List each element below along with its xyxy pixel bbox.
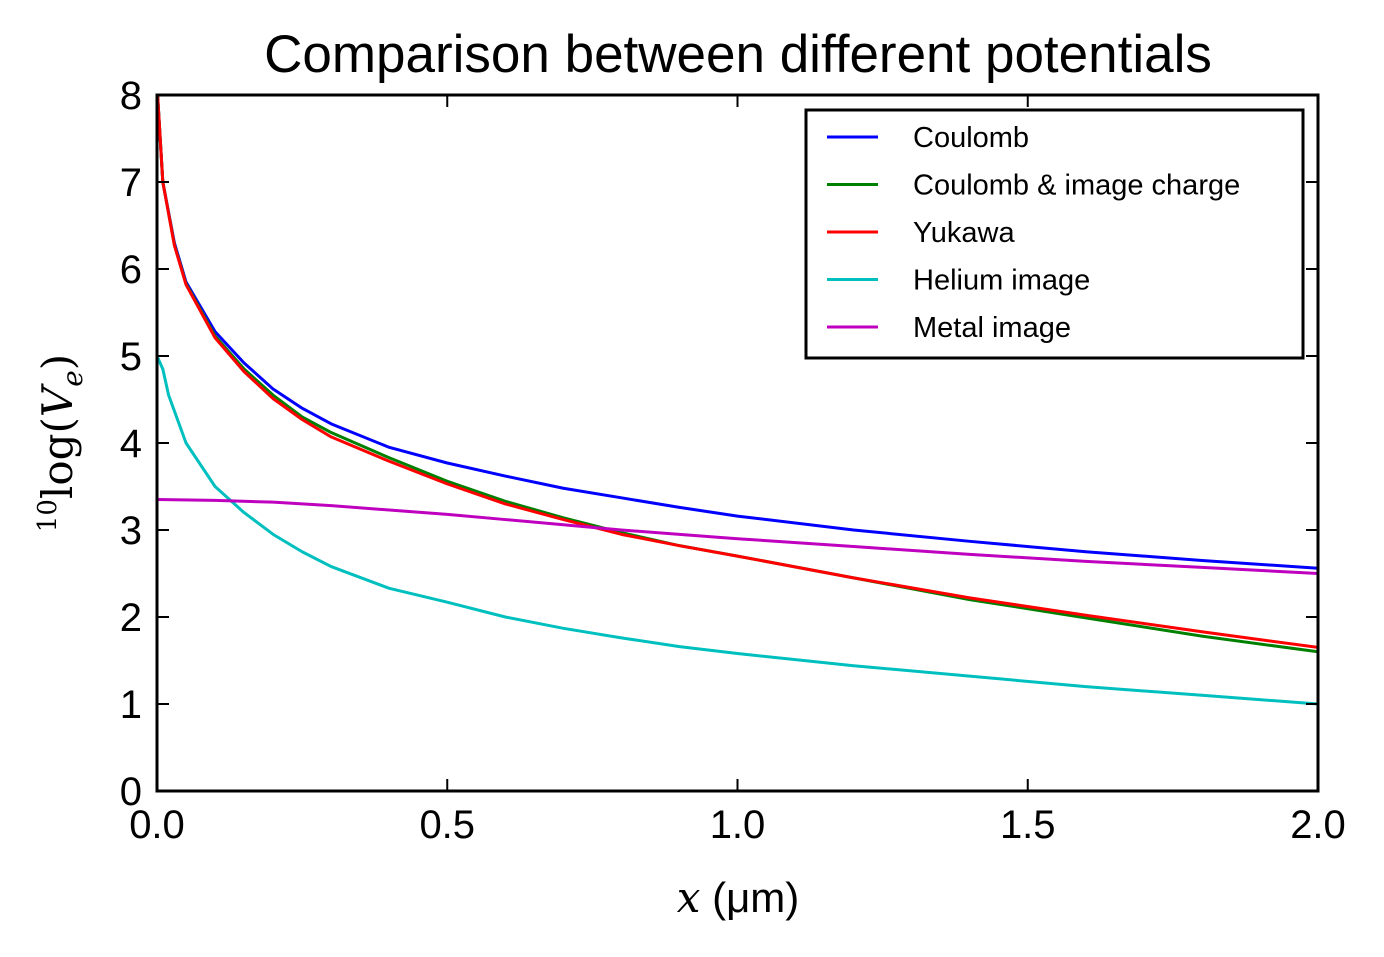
legend-label-coulomb: Coulomb	[913, 122, 1029, 154]
y-tick-label: 6	[120, 248, 142, 292]
x-tick-label: 0.0	[129, 803, 185, 847]
y-label-close: )	[33, 354, 82, 370]
x-axis-label-text: x	[677, 873, 701, 922]
legend-label-metal-image: Metal image	[913, 312, 1071, 344]
series-line-helium-image	[157, 354, 1318, 706]
series-layer	[157, 95, 1318, 706]
y-label-sub: e	[56, 370, 89, 387]
y-axis-label-text: 10log(Ve)	[33, 354, 89, 532]
x-tick-label: 1.0	[710, 803, 766, 847]
chart-title: Comparison between different potentials	[264, 25, 1212, 84]
y-label-var: V	[33, 383, 82, 417]
tick-layer: 0.0 0.5 1.0 1.5 2.0 0 1 2 3 4 5 6 7 8	[120, 74, 1346, 847]
legend: Coulomb Coulomb & image charge Yukawa Heliu…	[804, 108, 1305, 360]
y-tick-label: 4	[120, 422, 142, 466]
x-tick-label: 0.5	[419, 803, 475, 847]
x-axis-label: x (μm)	[677, 873, 800, 922]
y-axis-label: 10log(Ve)	[33, 354, 89, 532]
y-tick-label: 8	[120, 74, 142, 118]
legend-label-yukawa: Yukawa	[913, 217, 1015, 249]
y-tick-label: 3	[120, 509, 142, 553]
y-tick-label: 0	[120, 770, 142, 814]
y-tick-label: 2	[120, 596, 142, 640]
y-tick-label: 5	[120, 335, 142, 379]
plot-frame	[155, 93, 1320, 793]
y-tick-label: 1	[120, 683, 142, 727]
y-tick-label: 7	[120, 161, 142, 205]
x-tick-label: 1.5	[1000, 803, 1056, 847]
series-line-metal-image	[157, 498, 1318, 575]
series-line-yukawa	[157, 95, 1318, 649]
legend-label-helium-image: Helium image	[913, 265, 1090, 297]
legend-box	[804, 108, 1305, 360]
y-label-log: log(	[33, 417, 82, 499]
y-label-sup: 10	[33, 499, 63, 532]
x-tick-label: 2.0	[1290, 803, 1346, 847]
x-axis-label-unit: (μm)	[700, 874, 799, 921]
legend-label-coulomb-image-charge: Coulomb & image charge	[913, 170, 1240, 202]
